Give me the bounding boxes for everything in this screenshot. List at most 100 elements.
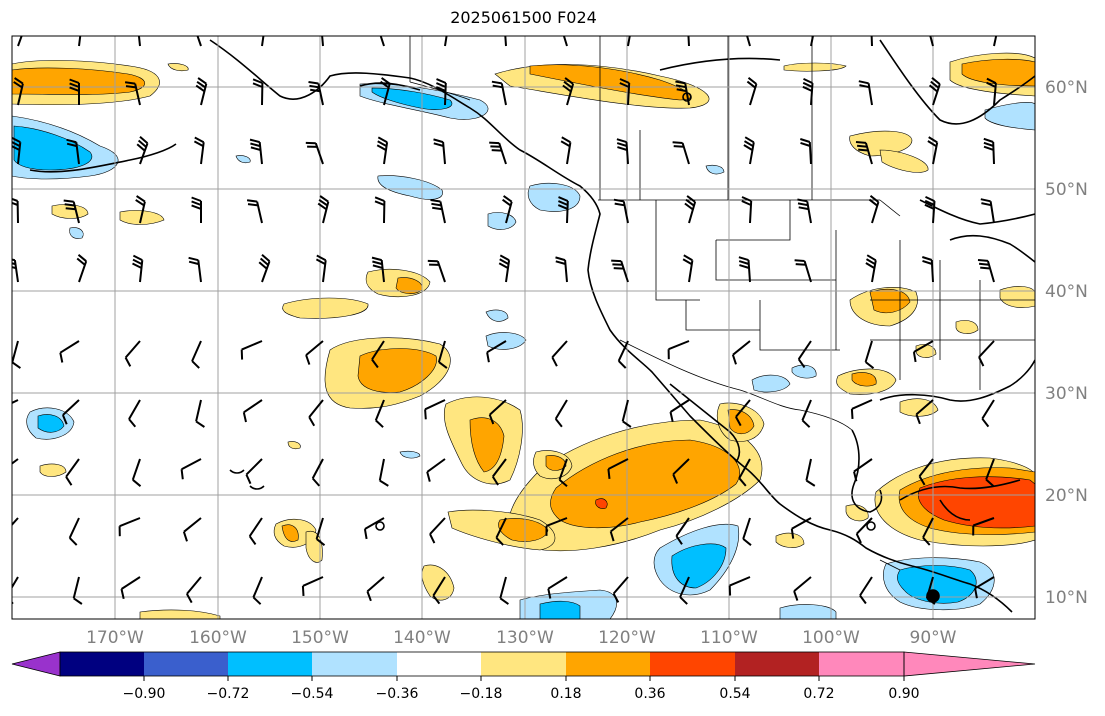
wind-barb — [12, 458, 19, 465]
wind-barb — [76, 254, 88, 283]
colorbar-segment — [144, 652, 228, 676]
wind-barb — [738, 458, 751, 487]
wind-barb — [675, 517, 690, 545]
wind-barb — [378, 458, 389, 487]
wind-barb — [728, 576, 751, 596]
wind-barb — [853, 458, 873, 482]
wind-barb — [240, 340, 263, 360]
colorbar: −0.90 −0.72 −0.54 −0.36 −0.18 0.18 0.36 … — [11, 651, 1036, 702]
wind-barb — [78, 36, 82, 47]
wind-barb — [613, 198, 629, 224]
wind-barb — [667, 340, 690, 360]
wind-barb — [545, 517, 568, 536]
wind-barb — [915, 399, 934, 425]
wind-barb — [918, 458, 934, 486]
wind-barb — [498, 254, 511, 283]
latitude-labels: 60°N 50°N 40°N 30°N 20°N 10°N — [1045, 78, 1088, 608]
wind-barb — [305, 141, 324, 165]
colorbar-segment — [566, 652, 650, 676]
wind-barb — [974, 576, 995, 599]
wind-barb — [983, 137, 995, 165]
wind-barb — [128, 399, 141, 428]
wind-barb — [502, 195, 513, 224]
wind-barb — [311, 458, 324, 487]
wind-barb — [868, 195, 880, 224]
wind-barb — [248, 517, 263, 545]
wind-barb — [865, 254, 877, 283]
wind-barb — [195, 77, 208, 106]
colorbar-extend-low — [11, 651, 61, 677]
wind-barb — [426, 458, 446, 482]
wind-barb — [554, 399, 568, 428]
lon-label: 160°W — [189, 628, 247, 648]
wind-barb — [977, 259, 995, 283]
wind-barb — [195, 399, 205, 428]
longitude-labels: 170°W 160°W 150°W 140°W 130°W 120°W 110°… — [86, 628, 957, 648]
wind-barb — [981, 399, 995, 428]
wind-barb — [978, 340, 995, 367]
wind-barb — [371, 256, 385, 283]
wind-barb — [124, 340, 141, 367]
wind-barb — [799, 138, 812, 165]
wind-barb — [429, 517, 446, 544]
wind-barb — [317, 195, 330, 224]
wind-barb — [376, 136, 389, 165]
wind-barb — [63, 199, 80, 224]
wind-barb — [68, 517, 80, 546]
lon-label: 110°W — [700, 628, 758, 648]
wind-barb — [612, 576, 629, 603]
wind-barb — [424, 399, 446, 420]
lon-label: 150°W — [291, 628, 349, 648]
wind-barb — [928, 77, 941, 106]
wind-barb — [547, 576, 568, 599]
wind-barb — [985, 458, 995, 487]
wind-barb — [929, 36, 934, 47]
wind-barb — [562, 77, 575, 106]
colorbar-tick-label: −0.36 — [376, 686, 419, 702]
wind-barb — [432, 576, 446, 605]
wind-barb — [430, 199, 446, 224]
lon-label: 100°W — [802, 628, 860, 648]
wind-barb — [180, 458, 202, 480]
lat-label: 10°N — [1045, 588, 1088, 608]
wind-barb — [246, 199, 263, 224]
colorbar-tick-label: 0.90 — [888, 686, 919, 702]
wind-barb — [801, 399, 812, 428]
wind-barb — [374, 196, 386, 224]
wind-barb — [672, 141, 690, 165]
wind-barb — [12, 258, 19, 283]
wind-barb — [499, 576, 509, 605]
wind-barb — [619, 78, 631, 106]
wind-barb — [252, 78, 264, 106]
wind-barb — [12, 340, 21, 369]
coastline-layer — [29, 39, 1035, 613]
colorbar-segment — [650, 652, 735, 676]
wind-barb — [118, 517, 141, 537]
wind-barb — [374, 399, 385, 428]
wind-barb — [245, 458, 263, 485]
wind-barb — [793, 576, 812, 601]
wind-barb — [810, 36, 814, 47]
wind-barb — [437, 340, 448, 369]
wind-barb — [488, 399, 507, 425]
wind-barb — [366, 576, 385, 602]
wind-barb — [797, 198, 812, 224]
wind-barb — [491, 458, 507, 486]
map-title: 2025061500 F024 — [450, 8, 597, 27]
wind-barb — [986, 77, 997, 106]
lat-label: 60°N — [1045, 78, 1088, 98]
wind-barb — [12, 517, 19, 527]
wind-barb — [489, 141, 507, 165]
colorbar-tick-label: −0.72 — [207, 686, 250, 702]
wind-barb — [193, 136, 205, 165]
wind-barb — [859, 576, 873, 605]
political-borders-layer — [409, 36, 1035, 571]
wind-barb — [186, 576, 202, 604]
wind-barb — [188, 256, 202, 283]
colorbar-segment — [735, 652, 819, 676]
wind-barb — [427, 259, 446, 283]
wind-barb — [682, 254, 694, 283]
wind-barb — [252, 576, 263, 605]
wind-barb — [12, 136, 22, 165]
colorbar-segment — [312, 652, 397, 676]
